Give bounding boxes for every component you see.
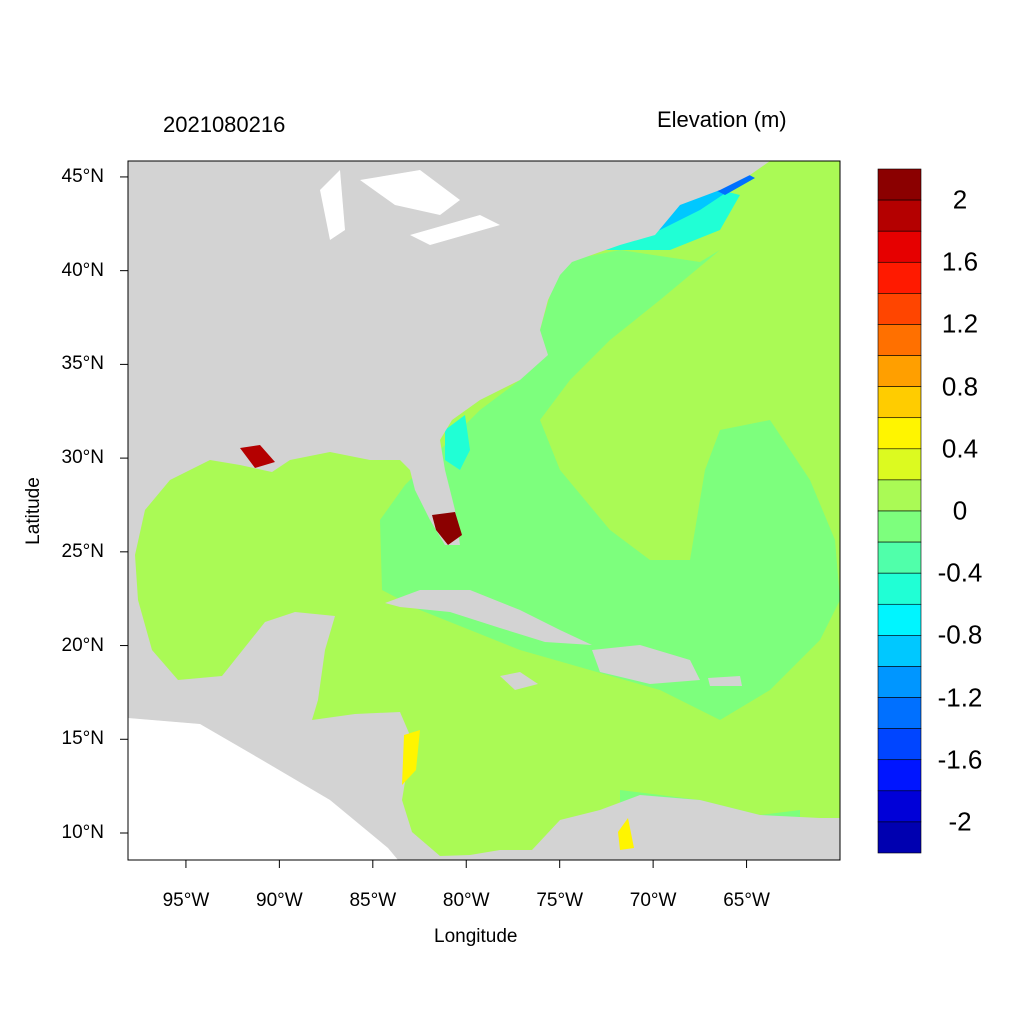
colorbar-bin — [877, 790, 922, 823]
colorbar-label: -1.6 — [937, 744, 983, 775]
x-axis-label: Longitude — [434, 926, 518, 947]
colorbar-label: -0.4 — [937, 557, 983, 588]
colorbar-label: -2 — [948, 806, 972, 837]
y-axis-label: Latitude — [22, 477, 44, 545]
axis-ticks — [120, 176, 748, 868]
colorbar-label: 0 — [952, 495, 968, 526]
timestamp-title: 2021080216 — [163, 112, 286, 137]
colorbar-bin — [877, 448, 922, 481]
puerto-rico — [708, 676, 742, 686]
colorbar-bin — [877, 230, 922, 263]
colorbar-label: 0.8 — [941, 371, 979, 402]
y-tick-label: 15°N — [61, 728, 104, 750]
colorbar-bin — [877, 199, 922, 232]
y-tick-label: 45°N — [61, 165, 104, 187]
x-tick-label: 75°W — [536, 890, 584, 911]
louisiana-high-anomaly — [240, 445, 275, 468]
pacific-no-data — [128, 718, 398, 860]
x-tick-label: 90°W — [256, 890, 303, 911]
x-tick-label: 85°W — [349, 890, 397, 911]
nicaragua-positive — [402, 730, 420, 785]
x-tick-label: 80°W — [442, 890, 490, 911]
colorbar-label: 2 — [952, 184, 968, 215]
hispaniola — [592, 645, 700, 684]
x-tick-label: 70°W — [629, 890, 677, 911]
colorbar-bin — [877, 572, 922, 605]
colorbar-bin — [877, 759, 922, 792]
x-tick-label: 65°W — [723, 890, 770, 911]
florida-high-anomaly — [432, 512, 462, 545]
florida-coast-low — [445, 415, 470, 470]
great-lakes — [320, 170, 500, 245]
colorbar-bin — [877, 603, 922, 636]
colorbar-bin — [877, 293, 922, 325]
colorbar-label: 1.2 — [941, 308, 979, 339]
colorbar-bin — [877, 355, 922, 387]
colorbar-bin — [877, 635, 922, 667]
maracaibo-positive — [618, 818, 634, 850]
cuba — [385, 590, 592, 645]
colorbar — [877, 168, 922, 854]
y-tick-label: 30°N — [61, 447, 104, 469]
colorbar-label: 1.6 — [941, 246, 979, 277]
colorbar-bin — [877, 168, 922, 201]
colorbar-bin — [877, 510, 922, 543]
y-tick-label: 25°N — [61, 540, 104, 562]
land — [128, 161, 840, 860]
colorbar-label: -0.8 — [937, 619, 983, 650]
x-tick-label: 95°W — [162, 890, 210, 911]
colorbar-bin — [877, 728, 922, 761]
colorbar-bin — [877, 479, 922, 512]
plot-frame — [127, 160, 841, 861]
colorbar-bin — [877, 417, 922, 450]
colorbar-bin — [877, 324, 922, 356]
colorbar-bin — [877, 261, 922, 294]
colorbar-bin — [877, 821, 922, 854]
colorbar-bin — [877, 666, 922, 698]
colorbar-label: -1.2 — [937, 682, 983, 713]
variable-title: Elevation (m) — [657, 107, 787, 132]
y-tick-label: 35°N — [61, 353, 104, 375]
y-tick-label: 40°N — [61, 259, 104, 281]
colorbar-bin — [877, 541, 922, 574]
y-tick-label: 10°N — [61, 822, 104, 843]
jamaica — [500, 672, 538, 690]
colorbar-bin — [877, 386, 922, 419]
colorbar-label: 0.4 — [941, 433, 979, 464]
y-tick-label: 20°N — [61, 634, 104, 656]
colorbar-bin — [877, 697, 922, 729]
